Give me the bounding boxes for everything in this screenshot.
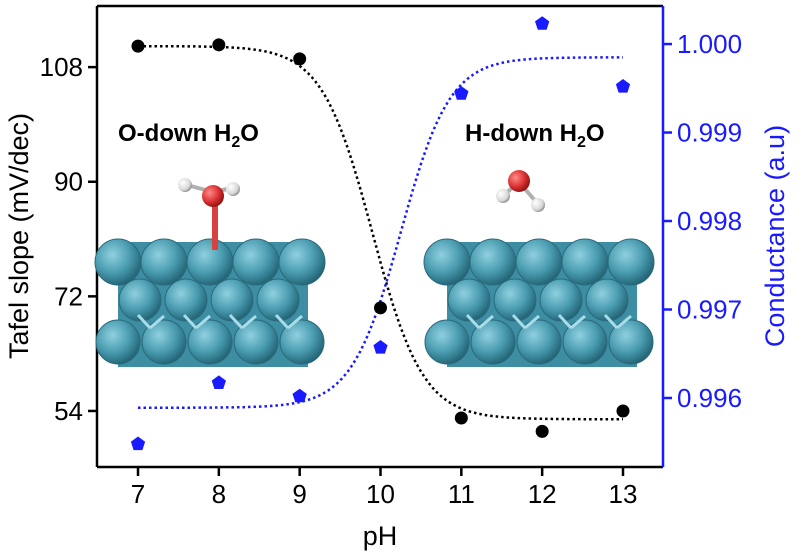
x-tick-label: 7 — [131, 479, 145, 509]
surface-atom — [278, 238, 326, 286]
conductance-fit-curve — [138, 56, 623, 409]
tafel-point — [616, 404, 630, 418]
surface-bond — [557, 313, 573, 330]
data-markers — [130, 16, 631, 451]
surface-bond — [228, 313, 244, 330]
x-tick-label: 11 — [448, 479, 475, 509]
surface-bond — [603, 313, 619, 330]
right-y-tick-label: 0.996 — [677, 383, 742, 413]
conductance-point — [373, 340, 388, 354]
slab-atoms — [94, 238, 326, 365]
oxygen-atom — [202, 185, 224, 207]
surface-bond — [570, 314, 586, 330]
x-tick-label: 10 — [366, 479, 395, 509]
conductance-point — [292, 388, 307, 403]
surface-atom — [423, 238, 471, 286]
tafel-point — [131, 39, 145, 53]
surface-atom — [447, 278, 491, 322]
surface-bond — [511, 313, 527, 330]
surface-atom — [95, 319, 141, 365]
hydrogen-atom — [178, 178, 192, 192]
surface-atom — [118, 278, 162, 322]
surface-atom — [561, 238, 609, 286]
left-y-tick-label: 108 — [40, 52, 83, 82]
surface-atom — [232, 238, 280, 286]
o-down-label: O-down H2O — [118, 120, 259, 151]
x-axis-title: pH — [363, 521, 398, 551]
tafel-point — [212, 38, 226, 52]
surface-atom — [233, 319, 279, 365]
right-y-tick-label: 0.999 — [677, 118, 742, 148]
surface-bond — [195, 314, 211, 330]
x-tick-label: 13 — [609, 479, 638, 509]
right-y-axis: 0.996 0.997 0.998 0.999 1.000 — [663, 29, 742, 413]
surface-bond — [524, 314, 540, 330]
left-y-tick-label: 54 — [54, 396, 83, 426]
surface-atom — [516, 319, 562, 365]
left-y-axis-title: Tafel slope (mV/dec) — [4, 113, 34, 359]
tafel-point — [374, 301, 387, 315]
conductance-point — [211, 375, 226, 389]
tafel-point — [293, 52, 307, 66]
surface-atom — [424, 319, 470, 365]
surface-bond — [136, 313, 152, 330]
left-y-axis: 54 72 90 108 — [40, 52, 97, 426]
conductance-point — [615, 79, 631, 93]
surface-atom — [186, 238, 234, 286]
x-tick-label: 8 — [212, 479, 226, 509]
right-y-tick-label: 0.997 — [677, 294, 742, 324]
inset-h-down — [423, 170, 655, 367]
hydrogen-atom — [226, 182, 240, 196]
surface-bond — [287, 314, 303, 330]
surface-bond — [274, 313, 290, 330]
surface-atom — [470, 319, 516, 365]
surface-atom — [279, 319, 325, 365]
hydrogen-atom — [531, 198, 545, 212]
fit-curves — [137, 44, 623, 421]
surface-atom — [187, 319, 233, 365]
left-y-tick-label: 90 — [54, 167, 83, 197]
tafel-point — [535, 424, 549, 438]
conductance-point — [130, 436, 146, 451]
surface-atom — [140, 238, 188, 286]
surface-atom — [608, 319, 654, 365]
surface-atom — [562, 319, 608, 365]
o-down-bond — [212, 200, 218, 250]
surface-atom — [141, 319, 187, 365]
x-tick-label: 9 — [292, 479, 306, 509]
surface-bond — [616, 314, 632, 330]
surface-atom — [164, 278, 208, 322]
slab-atoms — [423, 238, 655, 365]
tafel-fit-curve — [137, 44, 623, 421]
surface-bond — [478, 314, 494, 330]
right-y-tick-label: 0.998 — [677, 206, 742, 236]
conductance-point — [454, 86, 469, 100]
surface-atom — [493, 278, 537, 322]
surface-atom — [607, 238, 655, 286]
surface-atom — [210, 278, 254, 322]
surface-bond — [182, 313, 198, 330]
surface-atom — [539, 278, 583, 322]
tafel-point — [454, 411, 468, 425]
x-tick-label: 12 — [528, 479, 557, 509]
inset-o-down — [94, 178, 326, 367]
surface-atom — [94, 238, 142, 286]
surface-atom — [469, 238, 517, 286]
surface-atom — [515, 238, 563, 286]
conductance-point — [535, 16, 550, 30]
x-axis: 7 8 9 10 11 12 13 — [131, 467, 638, 509]
surface-bond — [241, 314, 257, 330]
right-y-axis-title: Conductance (a.u) — [760, 125, 790, 347]
surface-bond — [149, 314, 165, 330]
left-y-tick-label: 72 — [54, 281, 83, 311]
plot-frame — [95, 4, 665, 469]
surface-atom — [585, 278, 629, 322]
right-y-tick-label: 1.000 — [677, 29, 742, 59]
surface-atom — [256, 278, 300, 322]
hydrogen-atom — [496, 189, 510, 203]
surface-bond — [465, 313, 481, 330]
h-down-label: H-down H2O — [465, 120, 605, 151]
oxygen-atom — [508, 170, 530, 192]
